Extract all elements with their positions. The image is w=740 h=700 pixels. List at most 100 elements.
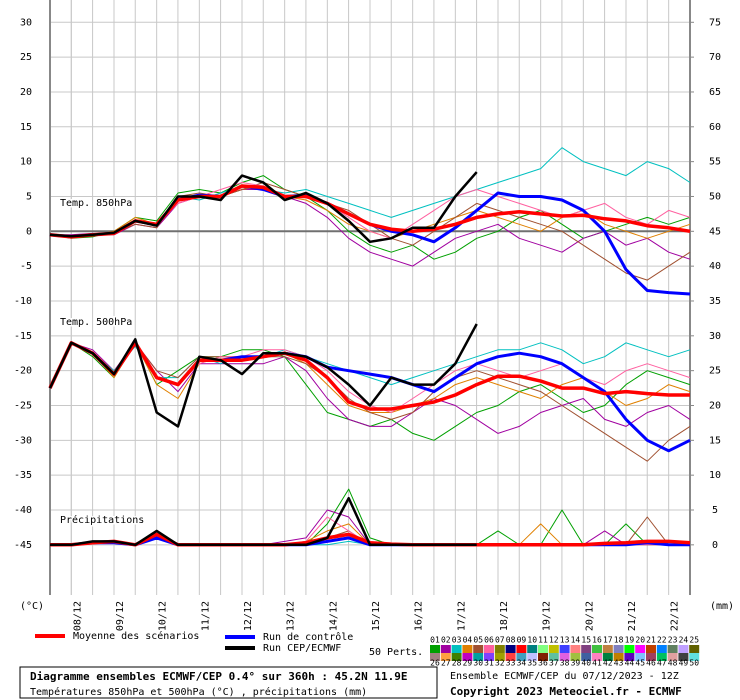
x-tick-label: 20/12 (584, 601, 595, 631)
legend-swatch (646, 653, 656, 661)
y-tick-label: -20 (14, 366, 32, 377)
y2-tick-label: 0 (712, 540, 718, 551)
y2-tick-label: 20 (709, 400, 721, 411)
legend-label: 25 (689, 636, 699, 645)
legend-label: 04 (463, 636, 473, 645)
legend-label: 35 (527, 659, 537, 668)
series-line (48, 341, 690, 411)
legend-swatch (581, 653, 592, 661)
legend-label: 30 (473, 659, 483, 668)
legend-swatch (527, 653, 538, 661)
x-tick-label: 11/12 (200, 601, 211, 631)
legend-label: 49 (679, 659, 689, 668)
legend-swatch (624, 645, 635, 653)
legend-swatch (667, 653, 678, 661)
x-tick-label: 12/12 (243, 601, 254, 631)
panel-label: Temp. 850hPa (60, 198, 132, 209)
legend-label: 32 (495, 659, 505, 668)
legend-swatch (581, 645, 592, 653)
y2-tick-label: 10 (709, 470, 721, 481)
y-tick-label: 30 (20, 17, 32, 28)
x-tick-label: 21/12 (627, 601, 638, 631)
y-tick-label: -5 (20, 261, 32, 272)
x-tick-label: 17/12 (456, 601, 467, 631)
perturbation-legend-label: 50 Perts. (369, 647, 423, 658)
legend-label: 34 (517, 659, 527, 668)
legend-swatch (592, 653, 602, 661)
y2-tick-label: 25 (709, 366, 721, 377)
y2-tick-label: 50 (709, 191, 721, 202)
x-tick-label: 18/12 (499, 601, 510, 631)
legend-label: 03 (452, 636, 462, 645)
legend-label: 28 (452, 659, 462, 668)
legend-swatch (494, 653, 505, 661)
legend-swatch (635, 653, 646, 661)
legend-swatch (516, 653, 527, 661)
y2-tick-label: 70 (709, 52, 721, 63)
footer-title: Diagramme ensembles ECMWF/CEP 0.4° sur 3… (30, 670, 408, 683)
x-tick-label: 19/12 (542, 601, 553, 631)
y-axis-label: (°C) (20, 601, 44, 612)
legend-label: Moyenne des scénarios (73, 630, 199, 642)
x-tick-label: 08/12 (72, 601, 83, 631)
legend-swatch (635, 645, 646, 653)
legend-swatch (538, 653, 548, 661)
legend-swatch (462, 653, 473, 661)
legend-swatch (602, 645, 613, 653)
legend-swatch (678, 653, 689, 661)
series-line (48, 323, 478, 428)
x-tick-label: 13/12 (286, 601, 297, 631)
legend-label: 47 (657, 659, 667, 668)
legend-label: 27 (441, 659, 451, 668)
legend-label: 46 (646, 659, 656, 668)
panel-label: Précipitations (60, 514, 144, 526)
y-tick-label: 15 (20, 122, 32, 133)
legend-swatch (678, 645, 689, 653)
y-tick-label: -45 (14, 540, 32, 551)
legend-swatch (548, 653, 559, 661)
legend-label: 05 (473, 636, 483, 645)
legend-label: 11 (538, 636, 548, 645)
y2-tick-label: 45 (709, 226, 721, 237)
legend-label: 20 (635, 636, 645, 645)
legend-swatch (624, 653, 635, 661)
legend-label: 38 (560, 659, 570, 668)
legend-swatch (613, 645, 624, 653)
legend-label: 44 (625, 659, 635, 668)
legend-swatch (462, 645, 473, 653)
y-tick-label: -25 (14, 400, 32, 411)
footer-box (19, 666, 438, 699)
legend-label: 31 (484, 659, 494, 668)
x-tick-label: 16/12 (414, 601, 425, 631)
legend-label: 43 (614, 659, 624, 668)
legend-swatch (505, 653, 516, 661)
legend-label: 17 (603, 636, 613, 645)
y2-tick-label: 30 (709, 331, 721, 342)
legend-swatch (646, 645, 656, 653)
legend-label: 37 (549, 659, 559, 668)
legend-swatch (602, 653, 613, 661)
legend-swatch (592, 645, 602, 653)
legend-label: 14 (571, 636, 581, 645)
legend-swatch (473, 653, 484, 661)
legend-label: 45 (635, 659, 645, 668)
legend-swatch (430, 653, 440, 661)
legend-swatch (613, 653, 624, 661)
x-tick-label: 22/12 (670, 601, 681, 631)
legend-swatch (548, 645, 559, 653)
y2-tick-label: 75 (709, 17, 721, 28)
x-tick-label: 09/12 (115, 601, 126, 631)
perturbation-line (49, 342, 691, 462)
series-line (50, 496, 477, 547)
legend-swatch (484, 653, 494, 661)
legend-label: 42 (603, 659, 613, 668)
legend-swatch (656, 653, 667, 661)
legend-swatch (473, 645, 484, 653)
legend-label: 06 (484, 636, 494, 645)
legend-swatch (570, 645, 581, 653)
y2-tick-label: 15 (709, 435, 721, 446)
y-tick-label: 20 (20, 87, 32, 98)
legend-label: 29 (463, 659, 473, 668)
legend-label: 08 (506, 636, 516, 645)
